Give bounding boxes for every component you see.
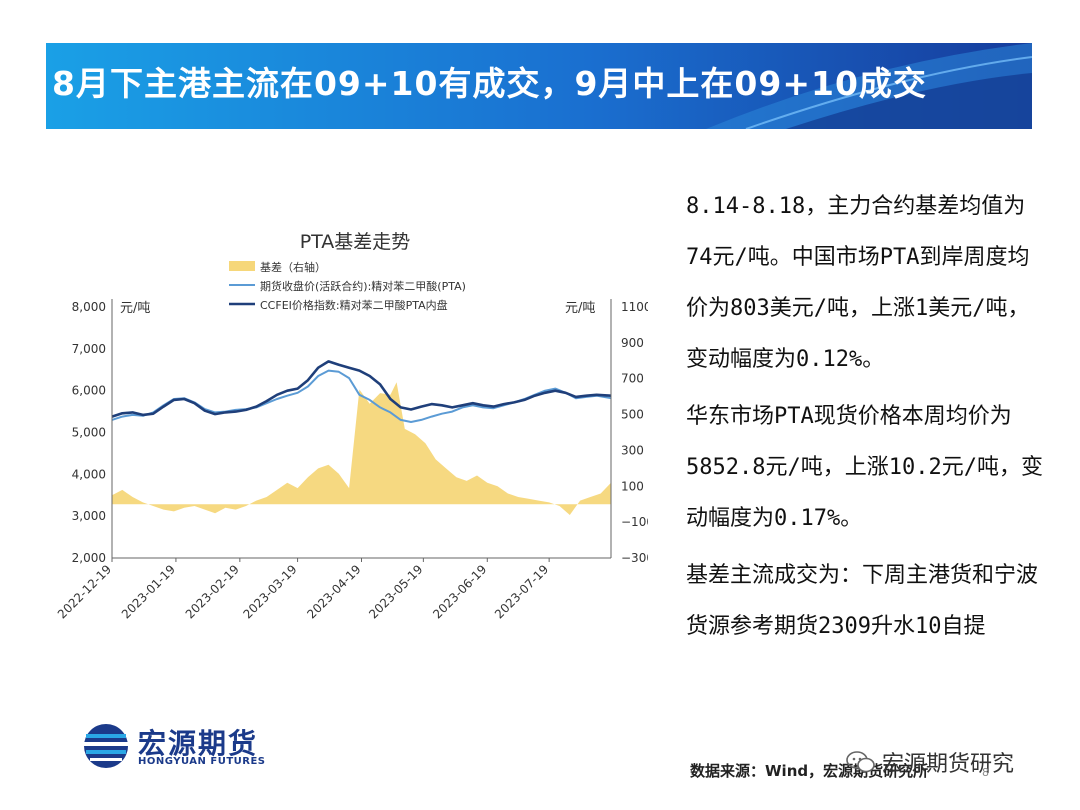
banner-background <box>46 43 1032 129</box>
y-right-tick-label: −100 <box>621 515 648 529</box>
ccfei-price-line <box>111 360 612 418</box>
logo-name-cn: 宏源期货 <box>138 727 259 760</box>
analysis-paragraph: 华东市场PTA现货价格本周均价为5852.8元/吨，上涨10.2元/吨，变动幅度… <box>686 404 1043 531</box>
page-title: 8月下主港主流在09+10有成交，9月中上在09+10成交 <box>52 64 927 103</box>
y-left-tick-label: 6,000 <box>72 384 106 398</box>
analysis-text: 8.14-8.18，主力合约基差均值为74元/吨。中国市场PTA到岸周度均价为8… <box>686 181 1046 652</box>
y-left-tick-label: 4,000 <box>72 467 106 481</box>
y-left-tick-label: 7,000 <box>72 342 106 356</box>
chart-svg: PTA基差走势 基差（右轴） 期货收盘价(活跃合约):精对苯二甲酸(PTA) CCF… <box>55 231 654 621</box>
company-logo: 宏源期货 HONGYUAN FUTURES <box>80 722 280 772</box>
legend-label: 期货收盘价(活跃合约):精对苯二甲酸(PTA) <box>260 279 466 293</box>
x-tick-label: 2023-01-19 <box>119 562 178 621</box>
wechat-account-name: 宏源期货研究 <box>882 752 1015 777</box>
x-tick-label: 2023-03-19 <box>240 562 299 621</box>
y-left-tick-label: 5,000 <box>72 426 106 440</box>
y-right-tick-label: 300 <box>621 443 644 457</box>
x-tick-label: 2023-05-19 <box>366 562 425 621</box>
basis-chart: PTA基差走势 基差（右轴） 期货收盘价(活跃合约):精对苯二甲酸(PTA) CCF… <box>48 220 654 650</box>
wechat-icon <box>846 751 875 773</box>
x-tick-label: 2022-12-19 <box>55 562 114 621</box>
analysis-paragraph: 8.14-8.18，主力合约基差均值为74元/吨。中国市场PTA到岸周度均价为8… <box>686 194 1030 372</box>
x-tick-label: 2023-02-19 <box>183 562 242 621</box>
y-left-tick-label: 3,000 <box>72 509 106 523</box>
y-right-tick-label: 900 <box>621 336 644 350</box>
x-tick-label: 2023-07-19 <box>492 562 551 621</box>
y-right-tick-label: 700 <box>621 372 644 386</box>
legend-swatch-area <box>229 261 255 271</box>
x-tick-label: 2023-04-19 <box>304 562 363 621</box>
legend-label: 基差（右轴） <box>260 260 326 274</box>
title-banner: 8月下主港主流在09+10有成交，9月中上在09+10成交 <box>46 43 1032 129</box>
chart-legend: 基差（右轴） 期货收盘价(活跃合约):精对苯二甲酸(PTA) CCFEI价格指数:精… <box>229 260 466 312</box>
basis-area <box>112 382 611 515</box>
y-right-tick-label: −300 <box>621 551 648 565</box>
legend-label: CCFEI价格指数:精对苯二甲酸PTA内盘 <box>260 298 448 312</box>
y-right-unit: 元/吨 <box>565 301 595 316</box>
y-left-tick-label: 8,000 <box>72 300 106 314</box>
logo-mark-icon <box>84 724 128 768</box>
y-left-tick-label: 2,000 <box>72 551 106 565</box>
chart-title: PTA基差走势 <box>300 231 411 253</box>
page-number: 8 <box>982 766 989 779</box>
y-left-unit: 元/吨 <box>120 301 150 316</box>
y-right-tick-label: 1100 <box>621 300 648 314</box>
y-right-tick-label: 500 <box>621 408 644 422</box>
analysis-paragraph: 基差主流成交为：下周主港货和宁波货源参考期货2309升水10自提 <box>686 563 1039 639</box>
x-tick-label: 2023-06-19 <box>430 562 489 621</box>
y-right-tick-label: 100 <box>621 479 644 493</box>
logo-name-en: HONGYUAN FUTURES <box>138 756 266 767</box>
